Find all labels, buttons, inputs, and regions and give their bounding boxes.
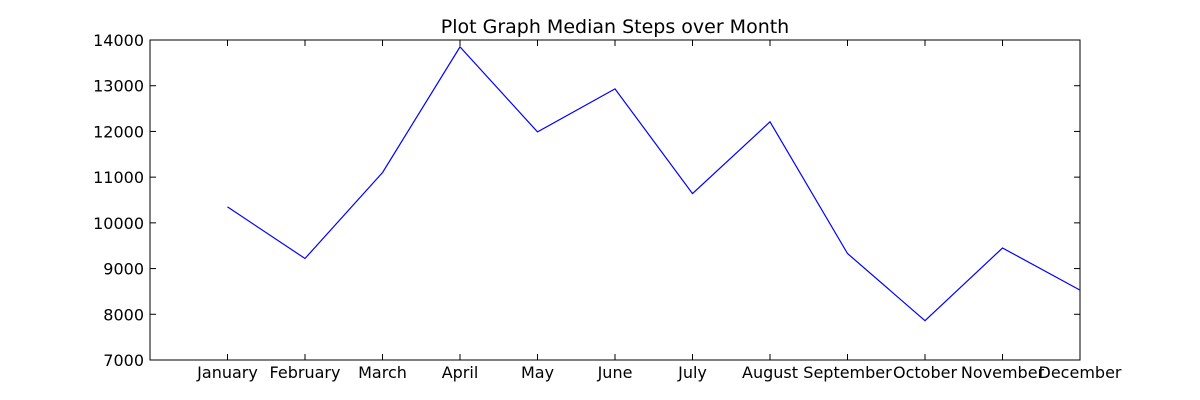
x-tick-label: July xyxy=(677,363,707,382)
y-tick-label: 8000 xyxy=(103,305,144,324)
y-tick-label: 13000 xyxy=(93,77,144,96)
y-tick-label: 11000 xyxy=(93,168,144,187)
y-tick-label: 12000 xyxy=(93,122,144,141)
x-tick-label: August xyxy=(742,363,798,382)
y-tick-label: 14000 xyxy=(93,31,144,50)
chart-title: Plot Graph Median Steps over Month xyxy=(441,16,789,38)
y-tick-label: 10000 xyxy=(93,214,144,233)
x-tick-label: March xyxy=(358,363,407,382)
data-point xyxy=(846,251,850,255)
data-point xyxy=(768,120,772,124)
x-tick-label: April xyxy=(442,363,479,382)
series-layer xyxy=(226,45,1082,323)
series-line-0 xyxy=(227,45,1081,322)
x-tick-label: June xyxy=(597,363,633,382)
data-point xyxy=(303,257,307,261)
x-tick-label: September xyxy=(803,363,892,382)
x-tick-label: October xyxy=(893,363,957,382)
data-point xyxy=(458,45,462,49)
x-tick-label: November xyxy=(961,363,1045,382)
data-point xyxy=(1001,246,1005,250)
data-point xyxy=(923,319,927,323)
x-tick-label: December xyxy=(1039,363,1122,382)
x-tick-label: May xyxy=(521,363,554,382)
x-tick-label: February xyxy=(270,363,341,382)
data-point xyxy=(613,87,617,91)
x-tick-label: January xyxy=(196,363,258,382)
y-tick-label: 7000 xyxy=(103,351,144,370)
data-point xyxy=(226,205,230,209)
y-tick-label: 9000 xyxy=(103,260,144,279)
data-point xyxy=(691,192,695,196)
axis-ticks: 7000 8000 9000 10000 11000 12000 13000 14000 Jan… xyxy=(93,31,1122,382)
data-point xyxy=(381,171,385,175)
data-point xyxy=(1078,288,1082,292)
data-point xyxy=(536,130,540,134)
